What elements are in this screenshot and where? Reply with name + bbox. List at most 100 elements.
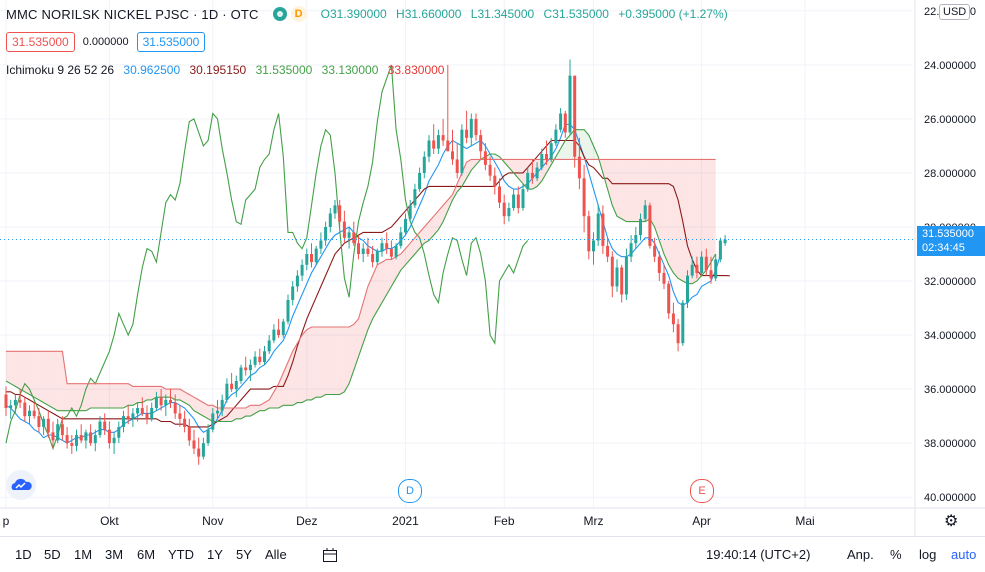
candle [540,148,544,171]
cloud-segment [353,318,359,371]
log-toggle[interactable]: log [919,547,937,562]
candle-body [695,264,699,273]
candle [455,143,459,179]
candle [93,429,97,452]
candle-body [366,248,370,254]
cloud-segment [231,408,237,422]
candle [530,159,534,184]
candle [587,210,591,260]
cloud-segment [128,383,133,406]
candle [13,394,17,414]
candle [286,294,290,325]
candle [263,345,266,365]
time-axis: p Okt Nov Dez 2021 Feb Mrz Apr Mai [3,514,815,528]
tradingview-logo[interactable] [6,470,36,500]
candle [98,416,102,438]
x-tick-label: Okt [100,514,119,528]
sell-button[interactable]: 31.535000 [6,32,75,52]
candle [164,394,168,417]
cloud-segment [508,159,514,173]
candle [89,424,93,446]
candle-body [568,75,572,133]
range-ytd-button[interactable]: YTD [168,547,194,562]
candle-body [629,243,633,257]
candle-body [291,286,295,300]
cloud-segment [518,159,523,184]
cloud-segment [297,335,303,403]
candle-body [206,429,210,444]
cloud-segment [137,386,143,403]
candle [582,164,586,233]
adjust-toggle[interactable]: Anp. [847,547,874,562]
candle-body [305,254,309,265]
range-1y-button[interactable]: 1Y [207,547,223,562]
cloud-segment [400,248,406,271]
candle-body [361,248,365,254]
symbol-title[interactable]: MMC NORILSK NICKEL PJSC · 1D · OTC [6,6,259,22]
line-conversion [5,123,721,444]
cloud-segment [179,389,185,403]
open-value: O31.390000 [320,7,387,21]
auto-toggle[interactable]: auto [951,547,977,562]
candle-body [615,267,619,287]
cloud-segment [189,394,194,411]
clock-time[interactable]: 19:40:14 (UTC+2) [706,547,811,562]
price-axis: 40.000000 38.000000 36.000000 34.000000 32.0… [924,6,976,504]
delayed-data-badge[interactable]: D [290,6,307,22]
candle [234,375,238,398]
candle [46,410,50,438]
candle [267,335,271,354]
candle-body [704,256,708,271]
earnings-marker[interactable]: E [690,479,714,503]
range-6m-button[interactable]: 6M [137,547,156,562]
candle-body [23,402,27,417]
buy-button[interactable]: 31.535000 [136,32,206,52]
candle [75,429,78,452]
candle [606,237,610,263]
candle [79,424,83,444]
dividend-marker[interactable]: D [398,479,422,503]
candle-body [281,321,285,336]
lagging-value: 31.535000 [255,63,313,77]
range-5y-button[interactable]: 5Y [236,547,252,562]
candle-body [610,256,614,287]
trade-buttons: 31.535000 0.000000 31.535000 [6,32,206,52]
candle-body [65,435,69,444]
candle [502,194,506,225]
candle-body [263,351,266,363]
lead-a-value: 33.130000 [321,63,379,77]
candle-body [253,356,257,365]
candle [154,391,158,411]
low-value: L31.345000 [470,7,535,21]
candle [554,124,558,146]
lead-b-value: 33.830000 [387,63,445,77]
candle [352,221,356,246]
x-tick-label: p [3,514,10,528]
candle-body [432,140,436,149]
indicator-legend[interactable]: Ichimoku 9 26 52 26 30.962500 30.195150 … [6,63,450,77]
candle [488,156,492,182]
candle [493,167,497,195]
candle [427,135,431,163]
settings-gear-icon[interactable]: ⚙ [944,513,959,530]
date-range-calendar-icon[interactable] [322,547,338,566]
cloud-segment [109,383,115,409]
candle [545,140,548,165]
range-all-button[interactable]: Alle [265,547,287,562]
candle-body [592,240,595,252]
percent-toggle[interactable]: % [890,547,902,562]
candle [418,167,422,192]
currency-label[interactable]: USD [939,4,971,20]
range-5d-button[interactable]: 5D [44,547,61,562]
candle-body [103,421,107,430]
range-1d-button[interactable]: 1D [15,547,32,562]
candle [178,405,182,427]
y-tick-label: 40.000000 [924,492,976,504]
cloud-segment [259,402,265,411]
candle-body [164,399,168,406]
x-tick-label: Nov [202,514,223,528]
cloud-segment [711,159,716,263]
range-1m-button[interactable]: 1M [74,547,93,562]
range-3m-button[interactable]: 3M [105,547,124,562]
